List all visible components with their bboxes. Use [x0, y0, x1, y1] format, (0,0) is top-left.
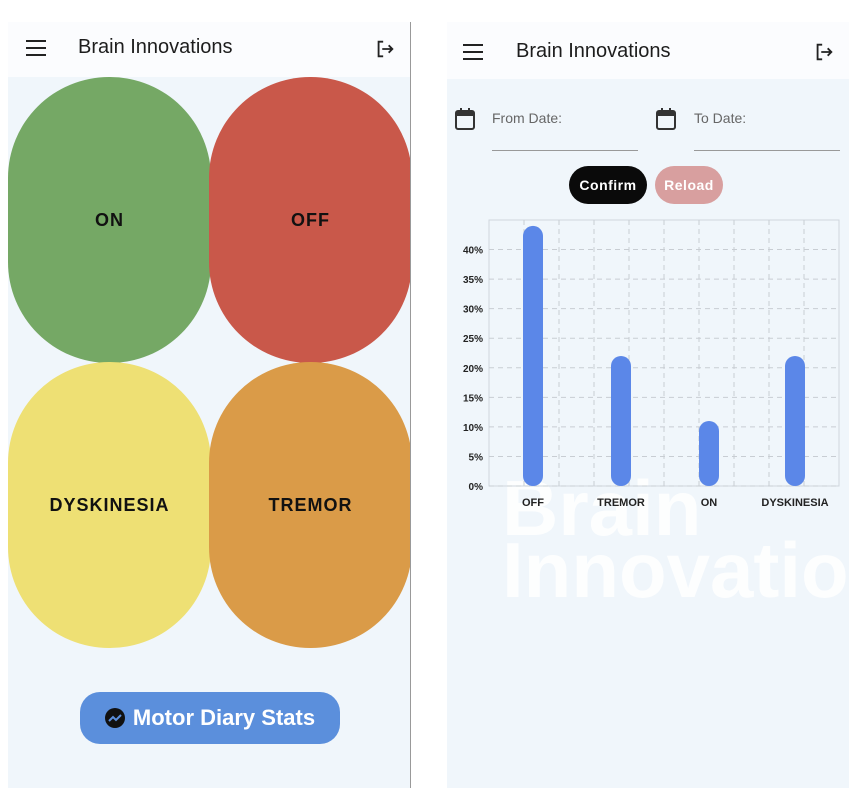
- chart-icon: [104, 708, 125, 728]
- bar-tremor: [611, 355, 631, 486]
- x-tick-label: TREMOR: [597, 497, 645, 509]
- motor-diary-stats-label: Motor Diary Stats: [132, 705, 316, 730]
- calendar-icon-from[interactable]: [455, 108, 475, 130]
- app-bar: Brain Innovations: [447, 22, 849, 79]
- menu-icon[interactable]: [463, 44, 483, 60]
- y-tick-label: 10%: [463, 423, 483, 434]
- y-tick-label: 25%: [463, 334, 483, 345]
- logout-icon[interactable]: [813, 41, 835, 63]
- confirm-button[interactable]: Confirm: [569, 166, 647, 204]
- y-tick-label: 15%: [463, 393, 483, 404]
- bar-off: [523, 225, 543, 486]
- y-tick-label: 20%: [463, 364, 483, 375]
- motor-diary-stats-button[interactable]: Motor Diary Stats: [80, 692, 340, 744]
- x-tick-label: DYSKINESIA: [761, 497, 828, 509]
- app-bar: Brain Innovations: [8, 22, 410, 77]
- reload-button[interactable]: Reload: [655, 166, 723, 204]
- tremor-tile[interactable]: TREMOR: [209, 362, 410, 648]
- off-tile-label: OFF: [291, 209, 330, 230]
- y-tick-label: 35%: [463, 275, 483, 286]
- dyskinesia-tile-label: DYSKINESIA: [49, 494, 170, 515]
- off-tile[interactable]: OFF: [209, 77, 410, 363]
- left-phone-screen: Brain Innovations ON OFF DYSKINESIA TREM…: [8, 22, 410, 788]
- screen-divider: [410, 22, 411, 788]
- dyskinesia-tile[interactable]: DYSKINESIA: [8, 362, 211, 648]
- menu-icon[interactable]: [26, 40, 46, 56]
- tremor-tile-label: TREMOR: [268, 494, 353, 515]
- y-tick-label: 30%: [463, 305, 483, 316]
- y-tick-label: 5%: [469, 452, 484, 463]
- on-tile-label: ON: [95, 209, 124, 230]
- right-phone-screen: Brain Innovations Brain Innovatio From D…: [447, 22, 849, 788]
- bar-chart: 0% 5% 10% 15% 20% 25% 30% 35% 40% OFF TREMOR ON DYSK…: [463, 219, 840, 509]
- from-date-field[interactable]: From Date:: [492, 110, 563, 126]
- app-title: Brain Innovations: [516, 40, 671, 62]
- from-date-underline: [492, 150, 638, 151]
- to-date-underline: [694, 150, 840, 151]
- logout-icon[interactable]: [374, 38, 396, 60]
- bar-on: [699, 420, 719, 486]
- y-tick-label: 40%: [463, 246, 483, 257]
- x-tick-label: ON: [701, 497, 718, 509]
- watermark-line-2: Innovatio: [502, 526, 849, 614]
- watermark-text: Brain Innovatio: [502, 469, 849, 614]
- x-tick-label: OFF: [522, 497, 544, 509]
- app-title: Brain Innovations: [78, 36, 233, 58]
- calendar-icon-to[interactable]: [656, 108, 676, 130]
- to-date-field[interactable]: To Date:: [694, 110, 747, 126]
- bar-dyskinesia: [785, 355, 805, 486]
- y-tick-label: 0%: [469, 482, 484, 493]
- on-tile[interactable]: ON: [8, 77, 211, 363]
